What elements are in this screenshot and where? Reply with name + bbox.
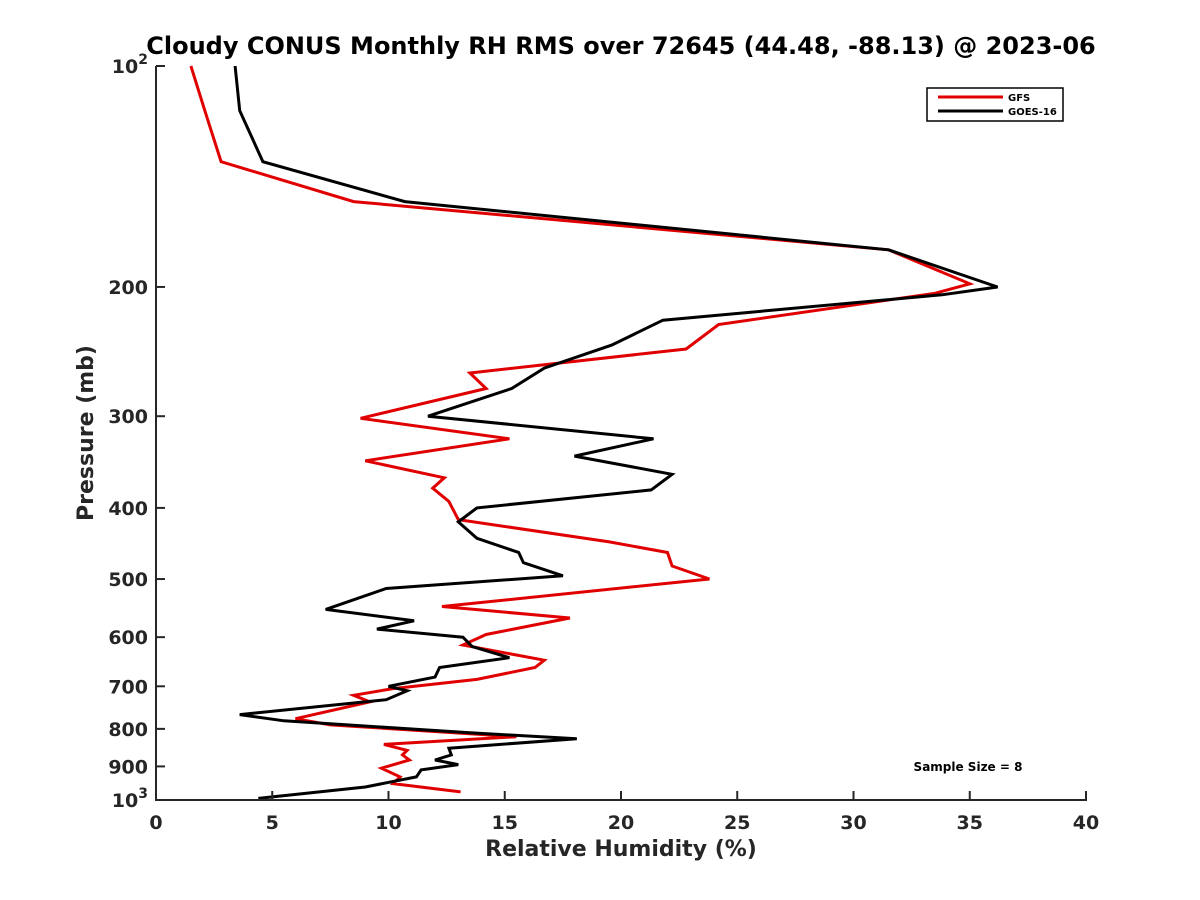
x-tick-label: 5	[266, 812, 279, 834]
series-layer	[189, 65, 999, 800]
y-tick-label: 400	[108, 498, 148, 520]
series-line-goes-16	[233, 65, 999, 800]
legend: GFS GOES-16	[926, 87, 1064, 122]
chart-title: Cloudy CONUS Monthly RH RMS over 72645 (…	[146, 32, 1096, 60]
y-tick-label: 900	[108, 756, 148, 778]
y-tick-label: 800	[108, 719, 148, 741]
series-line-gfs	[189, 65, 975, 794]
x-tick-label: 35	[957, 812, 983, 834]
x-tick-label: 10	[375, 812, 401, 834]
plot-axis-left	[155, 66, 157, 800]
y-tick-label: 700	[108, 676, 148, 698]
y-axis: 102 200 300 400 500 600 700 800 900 103	[108, 52, 165, 812]
x-tick-label: 25	[724, 812, 750, 834]
y-tick-label: 600	[108, 627, 148, 649]
y-tick-label: 102	[112, 52, 148, 78]
y-tick-label: 103	[112, 786, 148, 812]
legend-label: GOES-16	[1008, 107, 1057, 118]
sample-size-annotation: Sample Size = 8	[914, 760, 1023, 774]
x-axis: 0 5 10 15 20 25 30 35 40	[149, 791, 1099, 834]
x-tick-label: 40	[1073, 812, 1099, 834]
legend-label: GFS	[1008, 93, 1030, 104]
y-tick-label: 300	[108, 406, 148, 428]
x-tick-label: 15	[492, 812, 518, 834]
y-tick-label: 200	[108, 277, 148, 299]
x-axis-label: Relative Humidity (%)	[485, 837, 757, 862]
x-tick-label: 30	[840, 812, 866, 834]
x-tick-label: 20	[608, 812, 634, 834]
x-tick-label: 0	[149, 812, 162, 834]
legend-box	[926, 87, 1064, 122]
y-axis-label: Pressure (mb)	[74, 345, 99, 521]
y-tick-label: 500	[108, 569, 148, 591]
